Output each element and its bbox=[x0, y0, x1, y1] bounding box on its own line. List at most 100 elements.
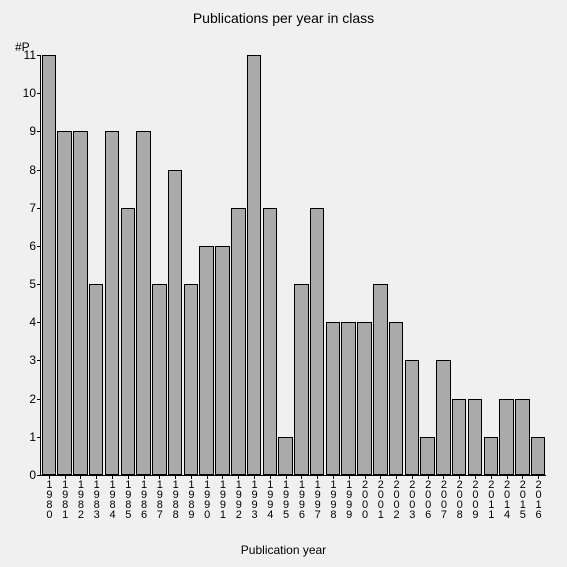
bar bbox=[89, 284, 104, 475]
bar bbox=[484, 437, 499, 475]
bar bbox=[168, 170, 183, 475]
xtick-label: 2001 bbox=[375, 479, 386, 519]
bar-slot: 1999 bbox=[341, 55, 357, 475]
xtick-label: 2008 bbox=[454, 479, 465, 519]
bar bbox=[357, 322, 372, 475]
bar bbox=[326, 322, 341, 475]
bar bbox=[515, 399, 530, 475]
bar bbox=[263, 208, 278, 475]
xtick-label: 1981 bbox=[59, 479, 70, 519]
xtick-label: 1994 bbox=[264, 479, 275, 519]
ytick-mark bbox=[37, 475, 41, 476]
bar-slot: 1993 bbox=[246, 55, 262, 475]
bar-slot: 1981 bbox=[57, 55, 73, 475]
bar-slot: 1996 bbox=[294, 55, 310, 475]
bar-slot: 1998 bbox=[325, 55, 341, 475]
bar-slot: 1984 bbox=[104, 55, 120, 475]
bar bbox=[531, 437, 546, 475]
bar-slot: 1983 bbox=[88, 55, 104, 475]
bar-slot: 2007 bbox=[436, 55, 452, 475]
xtick-label: 1997 bbox=[312, 479, 323, 519]
bar bbox=[231, 208, 246, 475]
xtick-label: 2015 bbox=[517, 479, 528, 519]
xtick-label: 1993 bbox=[249, 479, 260, 519]
bar bbox=[57, 131, 72, 475]
xtick-label: 1991 bbox=[217, 479, 228, 519]
bar bbox=[310, 208, 325, 475]
bar bbox=[121, 208, 136, 475]
xtick-label: 1999 bbox=[343, 479, 354, 519]
bar bbox=[105, 131, 120, 475]
xtick-label: 1990 bbox=[201, 479, 212, 519]
xtick-label: 1985 bbox=[122, 479, 133, 519]
xtick-label: 2000 bbox=[359, 479, 370, 519]
bar-slot: 1987 bbox=[151, 55, 167, 475]
xtick-label: 2014 bbox=[501, 479, 512, 519]
xtick-label: 2002 bbox=[391, 479, 402, 519]
xtick-label: 1992 bbox=[233, 479, 244, 519]
bar-slot: 2014 bbox=[499, 55, 515, 475]
bar-slot: 1989 bbox=[183, 55, 199, 475]
bar-slot: 2006 bbox=[420, 55, 436, 475]
xtick-label: 2006 bbox=[422, 479, 433, 519]
xtick-label: 2011 bbox=[485, 479, 496, 519]
bar bbox=[136, 131, 151, 475]
bar-slot: 2001 bbox=[372, 55, 388, 475]
bar-slot: 2016 bbox=[530, 55, 546, 475]
bar-slot: 1988 bbox=[167, 55, 183, 475]
bar bbox=[278, 437, 293, 475]
bar-slot: 1985 bbox=[120, 55, 136, 475]
bar-slot: 2009 bbox=[467, 55, 483, 475]
chart-container: Publications per year in class #P 012345… bbox=[0, 0, 567, 567]
bars-group: 1980198119821983198419851986198719881989… bbox=[41, 55, 546, 475]
plot-area: 01234567891011 1980198119821983198419851… bbox=[40, 55, 546, 476]
bar-slot: 2008 bbox=[451, 55, 467, 475]
bar-slot: 1990 bbox=[199, 55, 215, 475]
xtick-label: 1983 bbox=[91, 479, 102, 519]
xtick-label: 1998 bbox=[327, 479, 338, 519]
xtick-label: 2009 bbox=[469, 479, 480, 519]
bar bbox=[215, 246, 230, 475]
bar bbox=[184, 284, 199, 475]
xtick-label: 1986 bbox=[138, 479, 149, 519]
bar-slot: 2003 bbox=[404, 55, 420, 475]
bar-slot: 1986 bbox=[136, 55, 152, 475]
bar-slot: 2011 bbox=[483, 55, 499, 475]
bar bbox=[373, 284, 388, 475]
bar bbox=[468, 399, 483, 475]
bar bbox=[341, 322, 356, 475]
bar bbox=[420, 437, 435, 475]
bar bbox=[389, 322, 404, 475]
xtick-label: 2003 bbox=[406, 479, 417, 519]
bar-slot: 1991 bbox=[215, 55, 231, 475]
bar-slot: 1992 bbox=[230, 55, 246, 475]
bar bbox=[436, 360, 451, 475]
bar bbox=[73, 131, 88, 475]
bar bbox=[42, 55, 57, 475]
xtick-label: 1988 bbox=[170, 479, 181, 519]
chart-title: Publications per year in class bbox=[0, 10, 567, 26]
bar-slot: 2015 bbox=[514, 55, 530, 475]
bar-slot: 2002 bbox=[388, 55, 404, 475]
bar bbox=[452, 399, 467, 475]
bar bbox=[152, 284, 167, 475]
bar-slot: 1980 bbox=[41, 55, 57, 475]
bar bbox=[294, 284, 309, 475]
xtick-label: 1984 bbox=[107, 479, 118, 519]
bar-slot: 2000 bbox=[357, 55, 373, 475]
bar-slot: 1982 bbox=[73, 55, 89, 475]
xtick-label: 1995 bbox=[280, 479, 291, 519]
xtick-label: 1987 bbox=[154, 479, 165, 519]
xtick-label: 1996 bbox=[296, 479, 307, 519]
xaxis-label: Publication year bbox=[0, 543, 567, 557]
bar-slot: 1997 bbox=[309, 55, 325, 475]
bar-slot: 1994 bbox=[262, 55, 278, 475]
bar-slot: 1995 bbox=[278, 55, 294, 475]
bar bbox=[199, 246, 214, 475]
xtick-label: 1982 bbox=[75, 479, 86, 519]
xtick-label: 1980 bbox=[43, 479, 54, 519]
bar bbox=[247, 55, 262, 475]
bar bbox=[499, 399, 514, 475]
xtick-label: 2007 bbox=[438, 479, 449, 519]
xtick-label: 2016 bbox=[533, 479, 544, 519]
